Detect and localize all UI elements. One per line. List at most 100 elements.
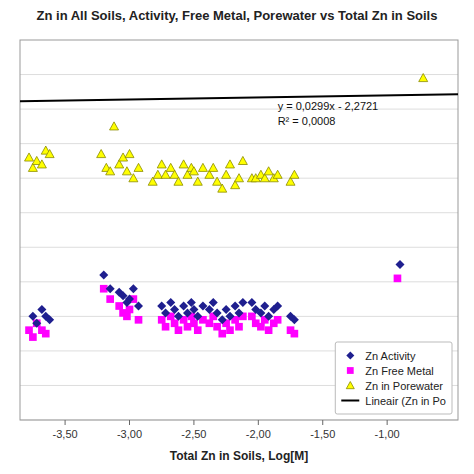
x-tick xyxy=(258,420,259,425)
point xyxy=(193,177,202,185)
point xyxy=(42,330,50,338)
chart-svg: Zn in All Soils, Activity, Free Metal, P… xyxy=(0,0,474,474)
point xyxy=(174,177,183,185)
point xyxy=(238,156,247,164)
x-tick xyxy=(193,420,194,425)
point xyxy=(248,313,256,321)
point xyxy=(158,316,166,324)
point xyxy=(213,177,222,185)
point xyxy=(290,315,299,324)
y-grid-line xyxy=(20,143,458,144)
point xyxy=(135,316,143,324)
x-tick-label: -3,00 xyxy=(117,428,142,440)
legend-swatch xyxy=(341,400,359,402)
point xyxy=(291,330,299,338)
point xyxy=(264,167,273,175)
y-grid-line xyxy=(20,109,458,110)
legend-item: Zn in Porewater xyxy=(346,380,443,392)
legend-label: Zn in Porewater xyxy=(365,380,443,392)
point xyxy=(218,315,227,324)
point xyxy=(273,302,282,311)
legend-swatch xyxy=(347,367,354,374)
point xyxy=(235,323,243,331)
point xyxy=(32,319,41,328)
x-axis-label: Total Zn in Soils, Log[M] xyxy=(170,449,308,463)
series-0 xyxy=(28,260,404,328)
legend-swatch xyxy=(346,352,354,360)
chart-title: Zn in All Soils, Activity, Free Metal, P… xyxy=(37,8,438,23)
point xyxy=(161,308,170,317)
point xyxy=(213,308,222,317)
point xyxy=(25,326,33,334)
point xyxy=(193,312,202,321)
point xyxy=(123,313,131,321)
point xyxy=(129,284,138,293)
point xyxy=(174,312,183,321)
chart-container: Zn in All Soils, Activity, Free Metal, P… xyxy=(0,0,474,474)
x-tick-label: -1,50 xyxy=(310,428,335,440)
point xyxy=(419,74,428,82)
point xyxy=(37,160,46,168)
point xyxy=(198,163,207,171)
point xyxy=(115,302,123,310)
x-tick-label: -3,50 xyxy=(53,428,78,440)
point xyxy=(218,184,227,192)
x-tick xyxy=(65,420,66,425)
point xyxy=(122,167,131,175)
point xyxy=(235,308,244,317)
x-tick xyxy=(387,420,388,425)
point xyxy=(225,160,234,168)
legend-item: Zn Free Metal xyxy=(347,365,434,377)
point xyxy=(209,298,218,307)
point xyxy=(265,326,273,334)
point xyxy=(106,167,115,175)
legend: Zn ActivityZn Free MetalZn in PorewaterL… xyxy=(335,342,452,414)
y-grid-line xyxy=(20,74,458,75)
point xyxy=(125,150,134,158)
point xyxy=(290,170,299,178)
point xyxy=(134,163,143,171)
point xyxy=(189,167,198,175)
legend-label: Zn Free Metal xyxy=(365,365,433,377)
point xyxy=(179,160,188,168)
point xyxy=(99,270,108,279)
point xyxy=(129,174,138,182)
point xyxy=(125,295,134,304)
point xyxy=(396,260,405,269)
y-grid-line xyxy=(20,212,458,213)
annotation: R² = 0,0008 xyxy=(278,115,336,127)
x-tick xyxy=(322,420,323,425)
point xyxy=(157,160,166,168)
point xyxy=(106,295,114,303)
point xyxy=(273,170,282,178)
point xyxy=(235,174,244,182)
point xyxy=(213,323,221,331)
point xyxy=(170,170,179,178)
point xyxy=(171,319,179,327)
point xyxy=(175,326,183,334)
point xyxy=(222,170,231,178)
x-tick-label: -2,50 xyxy=(181,428,206,440)
point xyxy=(29,333,37,341)
plot-background xyxy=(20,40,458,420)
point xyxy=(162,323,170,331)
legend-item: Lineair (Zn in Po xyxy=(341,395,446,407)
series-1 xyxy=(25,275,401,341)
point xyxy=(45,315,54,324)
point xyxy=(274,316,282,324)
point xyxy=(106,284,115,293)
point xyxy=(238,298,247,307)
regression-line xyxy=(20,94,458,101)
x-axis: -3,50-3,00-2,50-2,00-1,50-1,00 xyxy=(53,420,400,440)
point xyxy=(257,323,265,331)
point xyxy=(194,326,202,334)
point xyxy=(33,319,41,327)
y-grid-line xyxy=(20,247,458,248)
y-grid-line xyxy=(20,281,458,282)
point xyxy=(225,312,234,321)
point xyxy=(264,312,273,321)
marks xyxy=(20,74,458,341)
x-tick-label: -1,00 xyxy=(375,428,400,440)
point xyxy=(153,170,162,178)
legend-label: Lineair (Zn in Po xyxy=(365,395,446,407)
